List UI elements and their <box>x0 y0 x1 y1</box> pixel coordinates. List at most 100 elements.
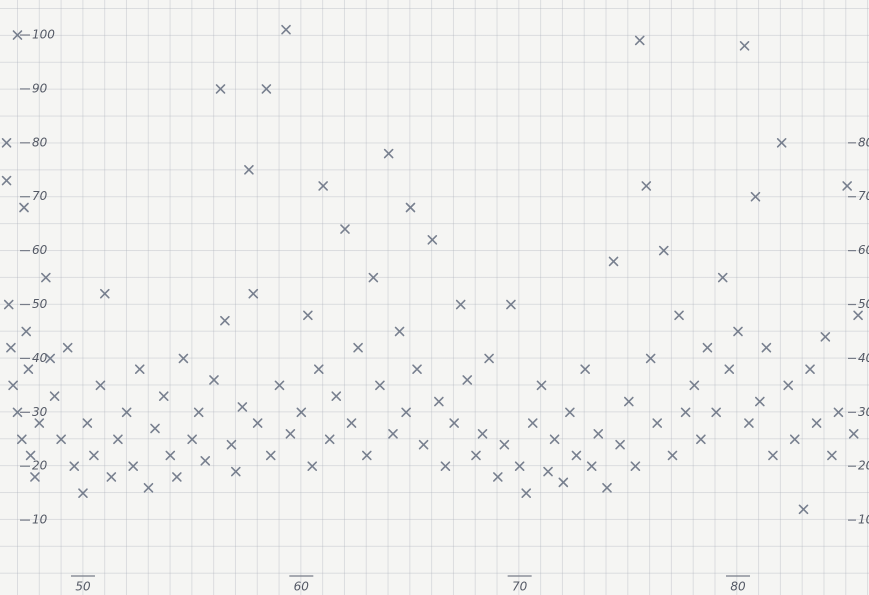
point <box>660 247 668 255</box>
point <box>697 435 705 443</box>
point <box>719 274 727 282</box>
point <box>507 301 515 309</box>
point <box>79 489 87 497</box>
point <box>516 462 524 470</box>
y2-tick-label: 10 <box>858 513 869 527</box>
point <box>712 408 720 416</box>
point <box>123 408 131 416</box>
point <box>494 473 502 481</box>
point <box>636 36 644 44</box>
x-tick-label: 80 <box>730 580 746 594</box>
point <box>46 354 54 362</box>
point <box>450 419 458 427</box>
point <box>428 236 436 244</box>
point <box>114 435 122 443</box>
point <box>319 182 327 190</box>
point <box>107 473 115 481</box>
y-tick-label: 60 <box>32 243 48 257</box>
point <box>806 365 814 373</box>
point <box>751 193 759 201</box>
point <box>396 327 404 335</box>
point <box>363 451 371 459</box>
point <box>551 435 559 443</box>
chart: 1020304050607080901001020304050607080506… <box>0 0 869 595</box>
y-tick-label: 40 <box>32 351 48 365</box>
point <box>129 462 137 470</box>
point <box>3 139 11 147</box>
point <box>348 419 356 427</box>
point <box>682 408 690 416</box>
point <box>854 311 862 319</box>
page: {"chart_data": {"type": "scatter", "x": … <box>0 0 869 595</box>
y2-tick-label: 60 <box>858 243 869 257</box>
point <box>238 403 246 411</box>
point <box>588 462 596 470</box>
point <box>413 365 421 373</box>
point <box>594 430 602 438</box>
point <box>529 419 537 427</box>
point <box>101 290 109 298</box>
point <box>332 392 340 400</box>
point <box>631 462 639 470</box>
point <box>402 408 410 416</box>
point <box>389 430 397 438</box>
point <box>769 451 777 459</box>
point <box>485 354 493 362</box>
y-tick-label: 70 <box>32 189 48 203</box>
point <box>566 408 574 416</box>
point <box>354 344 362 352</box>
point <box>784 381 792 389</box>
point <box>369 274 377 282</box>
point <box>756 398 764 406</box>
point <box>144 484 152 492</box>
point <box>828 451 836 459</box>
y-tick-label: 10 <box>32 513 48 527</box>
point <box>675 311 683 319</box>
point <box>166 451 174 459</box>
point <box>31 473 39 481</box>
y-tick-label: 20 <box>32 459 48 473</box>
point <box>249 290 257 298</box>
point <box>7 344 15 352</box>
point <box>227 441 235 449</box>
point <box>297 408 305 416</box>
point <box>850 430 858 438</box>
point <box>210 376 218 384</box>
point <box>282 26 290 34</box>
y2-tick-label: 20 <box>858 459 869 473</box>
y2-tick-label: 30 <box>858 405 869 419</box>
point <box>64 344 72 352</box>
point <box>188 435 196 443</box>
point <box>762 344 770 352</box>
point <box>537 381 545 389</box>
point <box>70 462 78 470</box>
y2-tick-label: 40 <box>858 351 869 365</box>
point <box>376 381 384 389</box>
x-tick-label: 70 <box>512 580 528 594</box>
y2-tick-label: 80 <box>858 135 869 149</box>
point <box>642 182 650 190</box>
point <box>51 392 59 400</box>
y-tick-label: 50 <box>32 297 48 311</box>
point <box>472 451 480 459</box>
point <box>96 381 104 389</box>
point <box>217 85 225 93</box>
point <box>435 398 443 406</box>
point <box>647 354 655 362</box>
point <box>725 365 733 373</box>
point <box>24 365 32 373</box>
point <box>221 317 229 325</box>
point <box>522 489 530 497</box>
point <box>275 381 283 389</box>
point <box>22 327 30 335</box>
point <box>500 441 508 449</box>
point <box>308 462 316 470</box>
point <box>136 365 144 373</box>
point <box>653 419 661 427</box>
y2-tick-label: 70 <box>858 189 869 203</box>
point <box>18 435 26 443</box>
point <box>420 441 428 449</box>
point <box>201 457 209 465</box>
y-tick-label: 30 <box>32 405 48 419</box>
point <box>479 430 487 438</box>
